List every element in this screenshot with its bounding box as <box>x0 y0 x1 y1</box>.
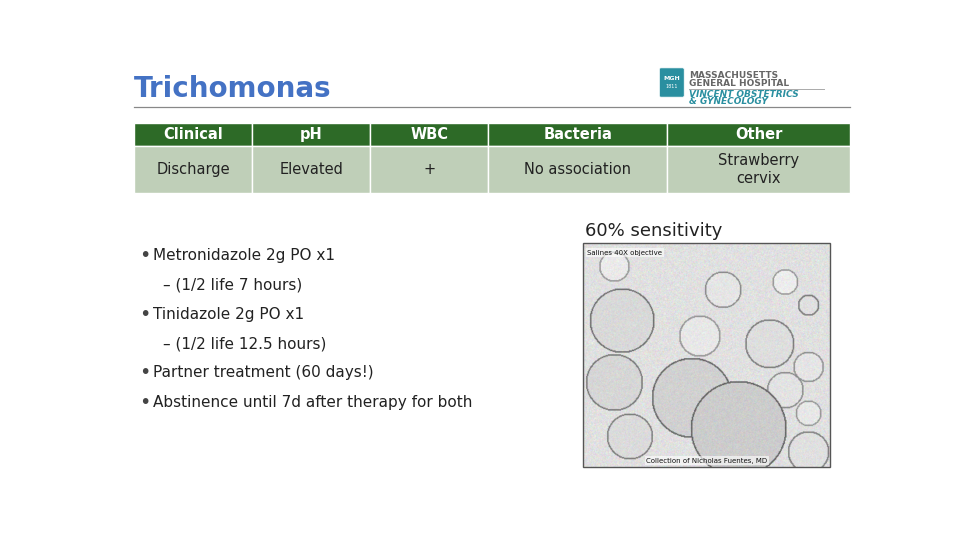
Bar <box>371 123 489 146</box>
Text: MASSACHUSETTS: MASSACHUSETTS <box>689 71 778 80</box>
Text: •: • <box>139 393 151 411</box>
Text: +: + <box>423 162 436 177</box>
Text: – (1/2 life 12.5 hours): – (1/2 life 12.5 hours) <box>162 336 326 351</box>
Text: GENERAL HOSPITAL: GENERAL HOSPITAL <box>689 79 789 88</box>
Bar <box>371 146 489 193</box>
Bar <box>584 244 829 467</box>
Text: Clinical: Clinical <box>163 126 223 141</box>
Bar <box>489 146 667 193</box>
Text: MGH: MGH <box>663 76 681 81</box>
Text: – (1/2 life 7 hours): – (1/2 life 7 hours) <box>162 278 301 293</box>
Text: Metronidazole 2g PO x1: Metronidazole 2g PO x1 <box>154 248 335 264</box>
Text: Trichomonas: Trichomonas <box>134 76 331 104</box>
Text: Partner treatment (60 days!): Partner treatment (60 days!) <box>154 365 374 380</box>
Text: •: • <box>139 246 151 265</box>
Bar <box>489 123 667 146</box>
Bar <box>667 123 850 146</box>
Text: Salines 40X objective: Salines 40X objective <box>588 249 662 255</box>
Text: •: • <box>139 305 151 324</box>
Bar <box>252 123 371 146</box>
Text: Discharge: Discharge <box>156 162 229 177</box>
Bar <box>252 146 371 193</box>
Bar <box>667 146 850 193</box>
Text: Other: Other <box>735 126 782 141</box>
Text: Tinidazole 2g PO x1: Tinidazole 2g PO x1 <box>154 307 304 322</box>
Bar <box>134 146 252 193</box>
Text: VINCENT OBSTETRICS: VINCENT OBSTETRICS <box>689 90 799 99</box>
Text: 60% sensitivity: 60% sensitivity <box>585 222 722 240</box>
FancyBboxPatch shape <box>660 68 684 97</box>
Bar <box>134 123 252 146</box>
Text: Bacteria: Bacteria <box>543 126 612 141</box>
Text: 1811: 1811 <box>665 84 678 89</box>
Text: Strawberry
cervix: Strawberry cervix <box>718 153 800 186</box>
Text: pH: pH <box>300 126 323 141</box>
Text: & GYNECOLOGY: & GYNECOLOGY <box>689 97 768 106</box>
Text: WBC: WBC <box>410 126 448 141</box>
Text: Collection of Nicholas Fuentes, MD: Collection of Nicholas Fuentes, MD <box>646 457 767 463</box>
Text: Abstinence until 7d after therapy for both: Abstinence until 7d after therapy for bo… <box>154 395 472 409</box>
Text: •: • <box>139 363 151 382</box>
Text: No association: No association <box>524 162 632 177</box>
Text: Elevated: Elevated <box>279 162 343 177</box>
